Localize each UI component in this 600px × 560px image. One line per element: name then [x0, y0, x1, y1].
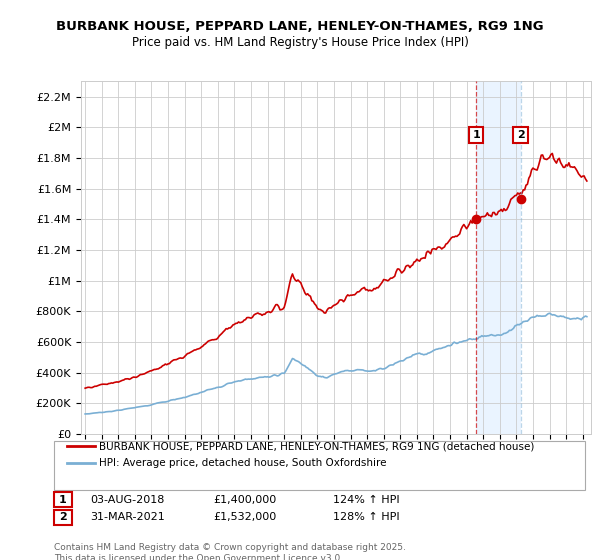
Bar [476, 81, 521, 434]
Text: £1,400,000: £1,400,000 [213, 494, 276, 505]
Text: 31-MAR-2021: 31-MAR-2021 [90, 512, 165, 522]
Text: 128% ↑ HPI: 128% ↑ HPI [333, 512, 400, 522]
Text: 1: 1 [59, 494, 67, 505]
Text: Price paid vs. HM Land Registry's House Price Index (HPI): Price paid vs. HM Land Registry's House … [131, 36, 469, 49]
Text: HPI: Average price, detached house, South Oxfordshire: HPI: Average price, detached house, Sout… [99, 458, 386, 468]
Text: 124% ↑ HPI: 124% ↑ HPI [333, 494, 400, 505]
Text: Contains HM Land Registry data © Crown copyright and database right 2025.
This d: Contains HM Land Registry data © Crown c… [54, 543, 406, 560]
Text: 2: 2 [517, 130, 524, 140]
Text: 1: 1 [472, 130, 480, 140]
Text: £1,532,000: £1,532,000 [213, 512, 276, 522]
Text: 2: 2 [59, 512, 67, 522]
Text: BURBANK HOUSE, PEPPARD LANE, HENLEY-ON-THAMES, RG9 1NG (detached house): BURBANK HOUSE, PEPPARD LANE, HENLEY-ON-T… [99, 441, 535, 451]
Text: 03-AUG-2018: 03-AUG-2018 [90, 494, 164, 505]
Text: BURBANK HOUSE, PEPPARD LANE, HENLEY-ON-THAMES, RG9 1NG: BURBANK HOUSE, PEPPARD LANE, HENLEY-ON-T… [56, 20, 544, 32]
